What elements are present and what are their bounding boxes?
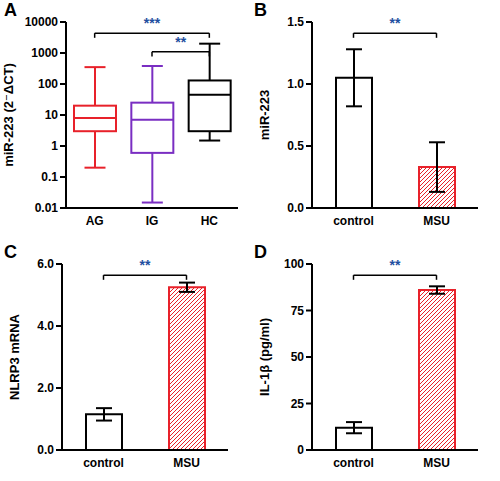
- svg-text:25: 25: [291, 397, 305, 411]
- svg-text:MSU: MSU: [173, 456, 200, 470]
- html-text:D: D: [254, 242, 267, 262]
- svg-text:10: 10: [45, 108, 59, 122]
- svg-text:6.0: 6.0: [37, 257, 54, 271]
- svg-text:100: 100: [38, 77, 58, 91]
- svg-text:0.1: 0.1: [41, 170, 58, 184]
- svg-text:1: 1: [51, 139, 58, 153]
- html-text:C: C: [4, 242, 17, 262]
- svg-text:NLRP3 mRNA: NLRP3 mRNA: [8, 313, 22, 400]
- svg-text:**: **: [140, 257, 151, 273]
- svg-text:0.0: 0.0: [287, 201, 304, 215]
- svg-text:control: control: [333, 214, 374, 228]
- svg-text:1.5: 1.5: [287, 15, 304, 29]
- svg-text:HC: HC: [201, 214, 219, 228]
- svg-text:MSU: MSU: [423, 214, 450, 228]
- svg-text:0.01: 0.01: [35, 201, 59, 215]
- svg-text:AG: AG: [86, 214, 104, 228]
- svg-text:2.0: 2.0: [37, 381, 54, 395]
- svg-text:50: 50: [291, 350, 305, 364]
- svg-text:0.5: 0.5: [287, 139, 304, 153]
- svg-text:**: **: [390, 15, 401, 31]
- svg-text:miR-223 (2⁻ΔCT): miR-223 (2⁻ΔCT): [8, 63, 16, 167]
- svg-text:75: 75: [291, 304, 305, 318]
- svg-text:IG: IG: [146, 214, 159, 228]
- svg-text:0.0: 0.0: [37, 443, 54, 457]
- svg-text:1.0: 1.0: [287, 77, 304, 91]
- svg-text:**: **: [390, 257, 401, 273]
- svg-text:4.0: 4.0: [37, 319, 54, 333]
- svg-text:MSU: MSU: [423, 456, 450, 470]
- html-text:B: B: [254, 0, 267, 20]
- svg-text:100: 100: [284, 257, 304, 271]
- svg-text:**: **: [175, 34, 186, 50]
- svg-text:0: 0: [297, 443, 304, 457]
- svg-text:miR-223: miR-223: [257, 90, 272, 141]
- html-text:A: A: [4, 0, 17, 20]
- svg-text:***: ***: [144, 15, 161, 31]
- svg-text:1000: 1000: [31, 46, 58, 60]
- svg-text:control: control: [333, 456, 374, 470]
- svg-text:IL-1β (pg/ml): IL-1β (pg/ml): [257, 318, 272, 396]
- svg-text:10000: 10000: [25, 15, 59, 29]
- svg-text:control: control: [83, 456, 124, 470]
